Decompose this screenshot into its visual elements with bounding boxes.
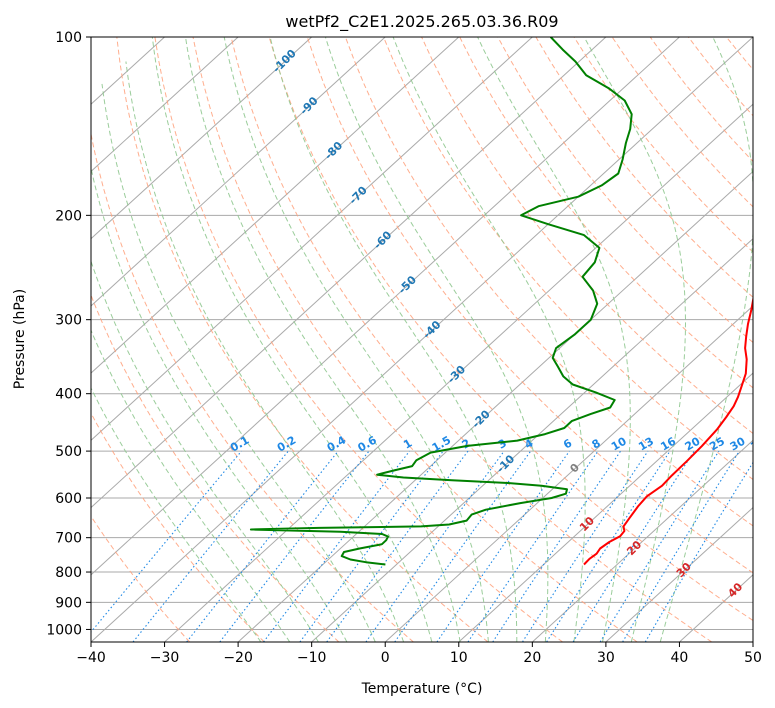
dry-adiabat-line — [765, 37, 775, 642]
y-tick-label: 300 — [55, 313, 82, 329]
x-tick-label: 0 — [381, 650, 390, 666]
temperature-trace — [583, 294, 753, 566]
chart-title: wetPf2_C2E1.2025.265.03.36.R09 — [285, 12, 558, 32]
mixing-ratio-line — [263, 450, 410, 642]
x-tick-label: 40 — [671, 650, 689, 666]
moist-adiabat-line — [91, 387, 262, 642]
moist-adiabat-line — [392, 37, 586, 642]
isotherm-line — [91, 37, 386, 307]
mixing-ratio-label: 36 — [748, 434, 768, 453]
isotherm-line — [91, 37, 239, 173]
dry-adiabat-line — [268, 37, 753, 622]
isotherm-line — [91, 37, 533, 442]
isotherm-line — [752, 641, 753, 642]
moist-adiabat-line — [477, 37, 631, 642]
y-tick-label: 500 — [55, 444, 82, 460]
y-axis-label: Pressure (hPa) — [12, 289, 28, 389]
dry-adiabat-line — [91, 412, 265, 642]
isotherm-line — [91, 37, 680, 576]
mixing-ratio-line — [522, 450, 649, 642]
mixing-ratio-line — [622, 450, 740, 642]
mixing-ratio-line — [394, 450, 532, 642]
moist-adiabat-line — [269, 37, 518, 642]
moist-adiabat-line — [91, 328, 291, 642]
dewpoint-trace — [249, 37, 633, 566]
mixing-ratio-line — [91, 450, 242, 633]
y-tick-label: 900 — [55, 595, 82, 611]
moist-adiabat-line — [151, 37, 433, 642]
y-tick-label: 600 — [55, 491, 82, 507]
mixing-ratio-line — [467, 450, 599, 642]
mixing-ratio-line — [365, 450, 505, 642]
moist-adiabat-line — [185, 37, 461, 642]
mixing-ratio-line — [572, 450, 695, 642]
mixing-ratio-line — [436, 450, 570, 642]
background-lines — [91, 37, 775, 642]
series-layer — [249, 37, 753, 566]
dry-adiabat-line — [306, 37, 753, 574]
mixing-ratio-line — [492, 450, 622, 642]
isotherm-line — [91, 37, 607, 509]
x-axis: −40 −30 −20 −10 0 10 20 30 40 50 — [76, 642, 762, 666]
moist-adiabat-line — [583, 37, 686, 642]
moist-adiabat-line — [91, 165, 348, 642]
mixing-ratio-line — [132, 450, 289, 642]
moist-adiabat-line — [324, 37, 549, 642]
mixing-ratio-line — [299, 450, 444, 642]
x-tick-label: −30 — [150, 650, 180, 666]
y-tick-label: 1000 — [46, 622, 82, 638]
y-axis: 100 200 300 400 500 600 700 800 900 1000 — [46, 30, 91, 638]
x-tick-label: 20 — [523, 650, 541, 666]
moist-adiabat-line — [659, 37, 753, 642]
mixing-ratio-line — [599, 450, 720, 642]
mixing-ratio-line — [186, 450, 339, 642]
dry-adiabat-line — [154, 37, 563, 642]
isotherm-line — [458, 372, 753, 642]
isotherm-line — [605, 506, 753, 642]
dry-adiabat-line — [91, 131, 414, 642]
x-tick-label: −40 — [76, 650, 106, 666]
x-tick-label: −10 — [297, 650, 327, 666]
x-tick-label: 30 — [597, 650, 615, 666]
isotherm-line — [91, 37, 460, 374]
moist-adiabat-line — [91, 259, 319, 642]
dry-adiabat-line — [344, 37, 753, 527]
isotherm-line — [91, 37, 753, 642]
isotherm-line — [91, 37, 313, 240]
y-tick-label: 400 — [55, 387, 82, 403]
dry-adiabat-line — [230, 37, 713, 642]
isotherm-line — [531, 439, 753, 642]
y-tick-label: 100 — [55, 30, 82, 46]
moist-adiabat-line — [223, 37, 489, 642]
y-tick-label: 700 — [55, 531, 82, 547]
plot-frame — [90, 36, 754, 643]
x-axis-label: Temperature (°C) — [361, 681, 483, 697]
x-tick-label: 10 — [450, 650, 468, 666]
dry-adiabat-line — [535, 37, 753, 298]
dry-adiabat-line — [497, 37, 753, 344]
x-tick-label: 50 — [744, 650, 762, 666]
y-tick-label: 200 — [55, 208, 82, 224]
moist-adiabat-line — [101, 83, 376, 642]
x-tick-label: −20 — [223, 650, 253, 666]
isotherm-line — [384, 305, 753, 642]
isotherm-line — [164, 103, 753, 642]
y-tick-label: 800 — [55, 565, 82, 581]
mixing-ratio-line — [546, 450, 671, 642]
dry-adiabat-line — [116, 37, 489, 642]
moist-adiabat-line — [125, 61, 405, 642]
